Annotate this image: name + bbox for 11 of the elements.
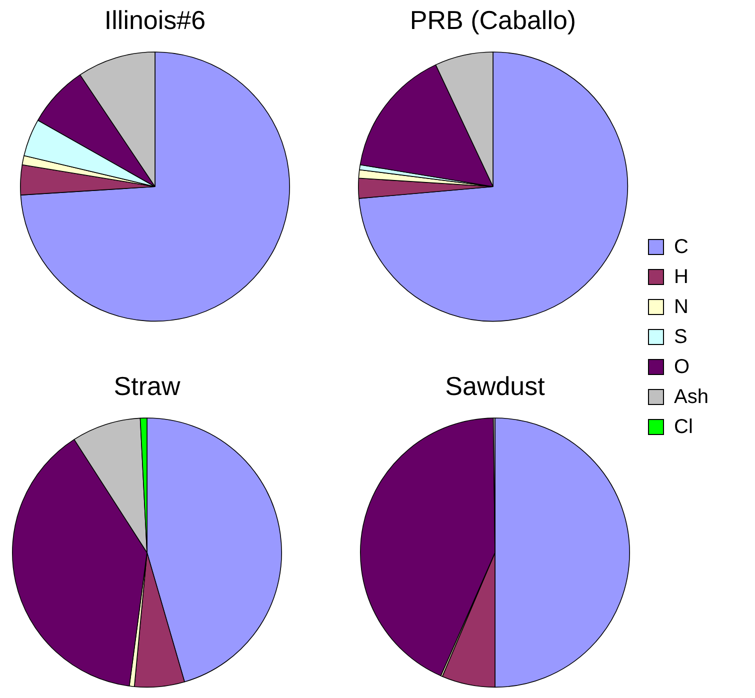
legend-label: Cl [674, 416, 693, 438]
legend-label: O [674, 356, 690, 378]
legend-label: S [674, 326, 688, 348]
chart-title: Sawdust [445, 370, 546, 401]
chart-title: Straw [114, 370, 180, 401]
legend-label: N [674, 296, 688, 318]
legend-label: H [674, 266, 688, 288]
legend-label: Ash [674, 386, 708, 408]
legend-label: C [674, 236, 688, 258]
chart-title: Illinois#6 [104, 4, 206, 35]
chart-title: PRB (Caballo) [410, 4, 576, 35]
